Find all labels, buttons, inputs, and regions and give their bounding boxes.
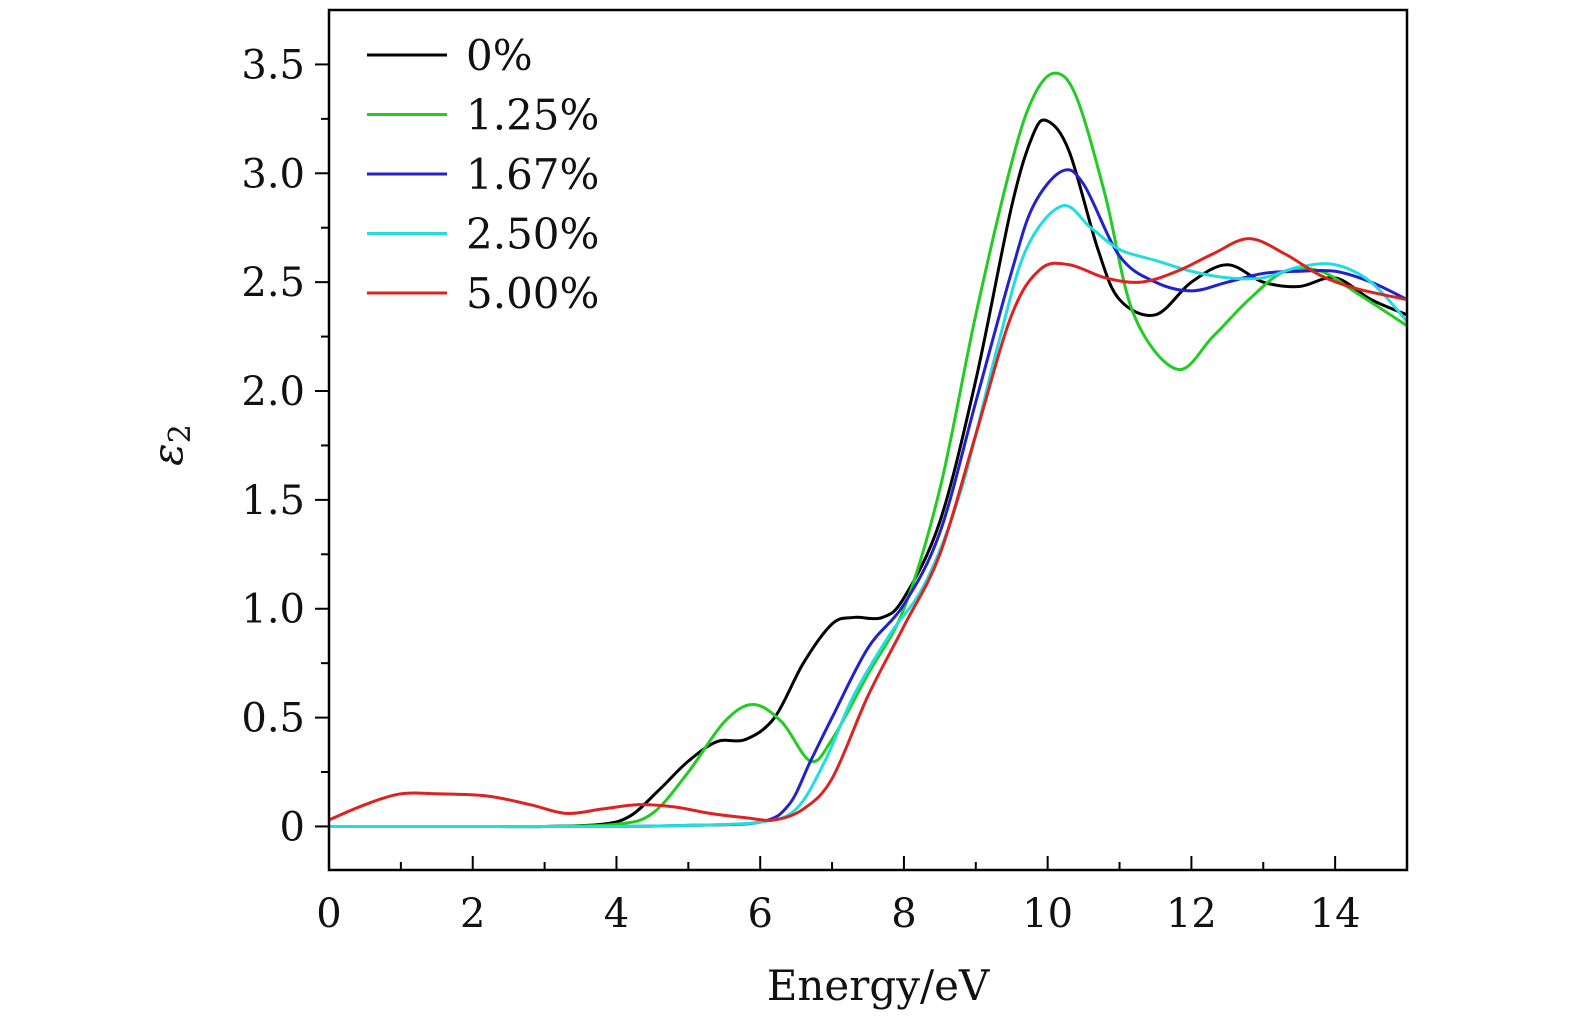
series-layer — [329, 71, 1407, 829]
y-tick-label: 1.5 — [241, 478, 305, 524]
ticks-layer — [315, 63, 1408, 870]
plot-frame — [327, 8, 1409, 872]
series-line-1 — [329, 118, 1407, 829]
series-line-5 — [329, 237, 1407, 822]
y-tick-label: 3.0 — [241, 151, 305, 197]
y-axis-title-symbol: ε — [143, 443, 192, 466]
legend-label-2: 1.25% — [466, 91, 599, 140]
tick-labels-layer: 0 2 4 6 8 10 12 14 0 0.5 1.0 1.5 2.0 2.5 3.0 3.5 — [241, 42, 1360, 937]
legend-label-3: 1.67% — [466, 150, 599, 199]
y-tick-label: 1.0 — [241, 587, 305, 633]
x-axis-title: Energy/eV — [767, 961, 990, 1010]
legend: 0% 1.25% 1.67% 2.50% 5.00% — [367, 31, 599, 318]
x-tick-label: 4 — [604, 891, 629, 937]
x-tick-label: 10 — [1022, 891, 1073, 937]
legend-label-5: 5.00% — [466, 269, 599, 318]
y-tick-label: 2.5 — [241, 260, 305, 306]
x-tick-label: 2 — [460, 891, 485, 937]
y-axis-title: ε2 — [143, 424, 198, 466]
y-axis-title-subscript: 2 — [163, 424, 198, 443]
y-tick-label: 0.5 — [241, 696, 305, 742]
series-line-2 — [329, 71, 1407, 829]
legend-label-1: 0% — [466, 31, 533, 80]
x-tick-label: 12 — [1166, 891, 1217, 937]
legend-label-4: 2.50% — [466, 210, 599, 259]
x-tick-label: 8 — [891, 891, 916, 937]
y-tick-label: 3.5 — [241, 42, 305, 88]
y-tick-label: 0 — [280, 804, 305, 850]
x-tick-label: 0 — [316, 891, 341, 937]
x-tick-label: 14 — [1310, 891, 1361, 937]
x-tick-label: 6 — [747, 891, 772, 937]
y-tick-label: 2.0 — [241, 369, 305, 415]
